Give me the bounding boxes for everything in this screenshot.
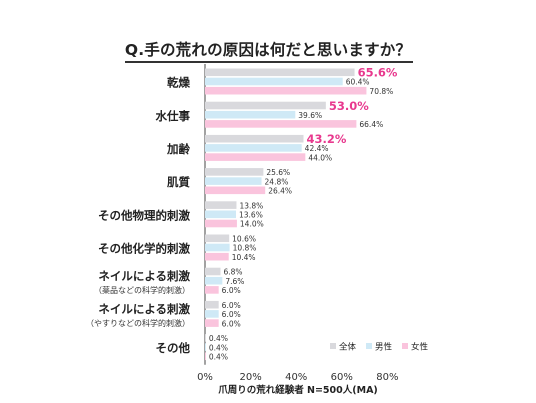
bar-all bbox=[205, 300, 219, 309]
data-label-male: 0.4% bbox=[209, 343, 228, 352]
data-label-all: 10.6% bbox=[232, 235, 256, 244]
bar-female bbox=[205, 153, 306, 161]
data-label-all: 25.6% bbox=[266, 168, 290, 177]
bar-male bbox=[205, 77, 343, 86]
x-tick-label: 60% bbox=[331, 372, 353, 383]
x-tick-label: 20% bbox=[239, 372, 261, 383]
category-label: その他物理的刺激 bbox=[98, 208, 190, 222]
bar-female bbox=[205, 286, 219, 294]
bar-all bbox=[205, 267, 221, 276]
bar-male bbox=[205, 144, 302, 152]
bar-female bbox=[205, 319, 219, 327]
data-label-all: 53.0% bbox=[329, 99, 369, 113]
category-label: ネイルによる刺激 bbox=[98, 269, 190, 283]
category-label: ネイルによる刺激 bbox=[98, 302, 190, 316]
bar-all bbox=[205, 234, 230, 243]
x-tick-label: 80% bbox=[376, 372, 398, 383]
bar-male bbox=[205, 177, 262, 185]
data-label-all: 65.6% bbox=[358, 66, 398, 80]
x-tick-label: 0% bbox=[197, 372, 213, 383]
data-label-all: 13.8% bbox=[239, 201, 263, 210]
data-label-female: 70.8% bbox=[369, 87, 393, 96]
bar-female bbox=[205, 352, 206, 361]
bar-female bbox=[205, 252, 229, 261]
bar-all bbox=[205, 168, 264, 176]
x-tick-label: 40% bbox=[285, 372, 307, 383]
legend-swatch-male bbox=[366, 343, 372, 349]
legend-swatch-all bbox=[330, 343, 336, 349]
bar-all bbox=[205, 68, 355, 77]
category-label: 加齢 bbox=[166, 142, 190, 156]
data-label-male: 24.8% bbox=[265, 177, 289, 186]
bar-male bbox=[205, 276, 223, 285]
data-label-male: 39.6% bbox=[298, 111, 322, 120]
data-label-female: 6.0% bbox=[222, 286, 241, 295]
bar-all bbox=[205, 101, 326, 110]
data-label-all: 6.8% bbox=[224, 268, 243, 277]
data-label-female: 6.0% bbox=[222, 319, 241, 328]
bar-male bbox=[205, 310, 219, 318]
category-label: その他 bbox=[156, 341, 191, 355]
legend-label-female: 女性 bbox=[411, 342, 429, 353]
bar-all bbox=[205, 201, 237, 209]
bar-all bbox=[205, 334, 206, 342]
data-label-all: 0.4% bbox=[209, 334, 228, 343]
bar-male bbox=[205, 210, 237, 219]
bar-male bbox=[205, 110, 296, 119]
bar-female bbox=[205, 120, 357, 128]
bar-female bbox=[205, 186, 266, 195]
category-label: 肌質 bbox=[167, 175, 190, 189]
data-label-male: 10.8% bbox=[233, 244, 257, 253]
legend-label-all: 全体 bbox=[339, 342, 357, 353]
category-sublabel: （薬品などの科学的刺激） bbox=[94, 285, 190, 295]
data-label-male: 60.4% bbox=[346, 78, 370, 87]
category-label: その他化学的刺激 bbox=[98, 242, 190, 256]
data-label-male: 13.6% bbox=[239, 211, 263, 220]
category-label: 乾燥 bbox=[167, 76, 190, 90]
bar-all bbox=[205, 134, 304, 143]
category-label: 水仕事 bbox=[156, 109, 191, 123]
data-label-female: 14.0% bbox=[240, 220, 264, 229]
legend-label-male: 男性 bbox=[375, 342, 393, 353]
data-label-male: 42.4% bbox=[305, 144, 329, 153]
bar-male bbox=[205, 243, 230, 252]
data-label-female: 66.4% bbox=[359, 120, 383, 129]
data-label-female: 10.4% bbox=[232, 253, 256, 262]
x-axis-label: 爪周りの荒れ経験者 N=500人(MA) bbox=[218, 385, 378, 396]
legend-swatch-female bbox=[402, 343, 408, 349]
title-underline bbox=[125, 61, 413, 63]
data-label-male: 7.6% bbox=[225, 277, 244, 286]
bar-female bbox=[205, 86, 367, 95]
data-label-all: 6.0% bbox=[222, 301, 241, 310]
data-label-female: 0.4% bbox=[209, 353, 228, 362]
category-sublabel: （やすりなどの科学的刺激） bbox=[86, 318, 190, 328]
data-label-male: 6.0% bbox=[222, 310, 241, 319]
bar-female bbox=[205, 219, 237, 228]
chart-title: Q.手の荒れの原因は何だと思いますか？ bbox=[124, 41, 412, 59]
data-label-female: 26.4% bbox=[268, 187, 292, 196]
data-label-all: 43.2% bbox=[306, 132, 346, 146]
bar-male bbox=[205, 343, 206, 351]
data-label-female: 44.0% bbox=[308, 153, 332, 162]
